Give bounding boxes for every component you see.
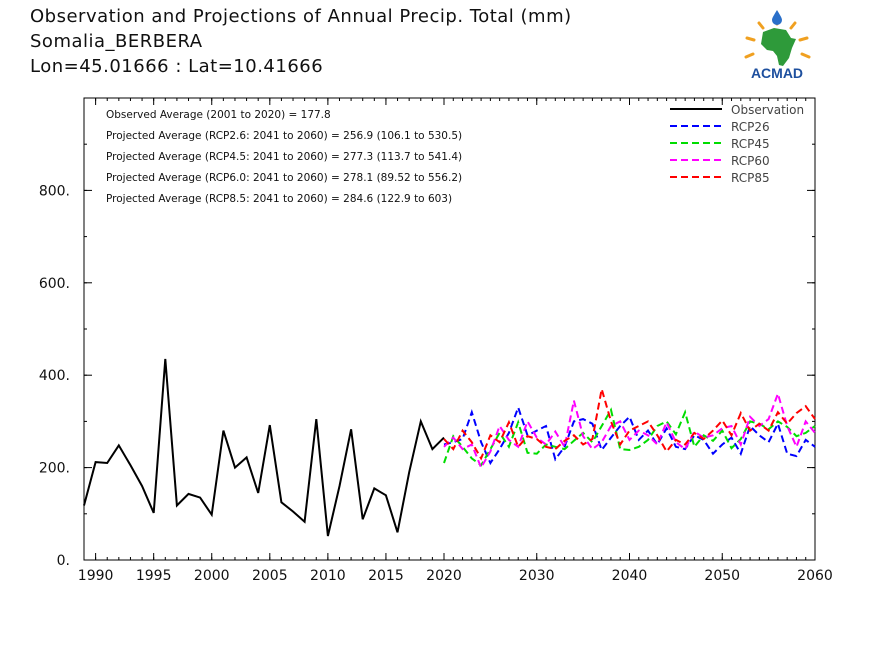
x-tick-label: 2030 — [519, 568, 555, 584]
acmad-logo: ACMAD — [736, 8, 818, 82]
x-tick-label: 2050 — [704, 568, 740, 584]
africa-map-icon — [761, 28, 796, 66]
annotation-text: Projected Average (RCP6.0: 2041 to 2060)… — [106, 172, 462, 184]
series-line-observation — [83, 358, 445, 537]
water-drop-icon — [772, 10, 782, 25]
series-line-rcp60 — [443, 390, 816, 470]
legend-label-rcp60: RCP60 — [731, 154, 770, 168]
annotation-text: Projected Average (RCP8.5: 2041 to 2060)… — [106, 193, 452, 205]
acmad-logo-graphic: ACMAD — [744, 10, 811, 81]
chart-title: Observation and Projections of Annual Pr… — [30, 6, 572, 27]
x-tick-label: 2060 — [797, 568, 833, 584]
series-line-rcp26 — [443, 404, 816, 466]
legend-label-rcp45: RCP45 — [731, 137, 770, 151]
series-line-rcp45 — [443, 407, 816, 467]
x-tick-label: 2020 — [426, 568, 462, 584]
legend-label-rcp85: RCP85 — [731, 171, 770, 185]
annotation-text: Observed Average (2001 to 2020) = 177.8 — [106, 109, 331, 121]
y-tick-label: 800. — [39, 183, 70, 199]
logo-label: ACMAD — [751, 65, 803, 81]
legend-label-observation: Observation — [731, 103, 804, 117]
x-tick-label: 2015 — [368, 568, 404, 584]
x-tick-label: 1995 — [136, 568, 172, 584]
station-name: Somalia_BERBERA — [30, 31, 203, 52]
y-tick-label: 0. — [57, 553, 70, 569]
x-tick-label: 2000 — [194, 568, 230, 584]
series-line-rcp85 — [443, 388, 816, 461]
plot-frame — [83, 97, 816, 561]
y-tick-label: 600. — [39, 276, 70, 292]
annotation-text: Projected Average (RCP4.5: 2041 to 2060)… — [106, 151, 462, 163]
annotation-text: Projected Average (RCP2.6: 2041 to 2060)… — [106, 130, 462, 142]
x-tick-label: 2005 — [252, 568, 288, 584]
coordinates: Lon=45.01666 : Lat=10.41666 — [30, 56, 324, 77]
x-tick-label: 2040 — [612, 568, 648, 584]
legend-label-rcp26: RCP26 — [731, 120, 770, 134]
y-tick-label: 400. — [39, 368, 70, 384]
y-tick-label: 200. — [39, 461, 70, 477]
x-tick-label: 1990 — [78, 568, 114, 584]
x-tick-label: 2010 — [310, 568, 346, 584]
